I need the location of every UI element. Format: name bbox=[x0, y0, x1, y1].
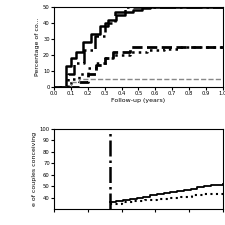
Y-axis label: e of couples conceiving: e of couples conceiving bbox=[32, 132, 37, 206]
Y-axis label: Percentage of co...: Percentage of co... bbox=[35, 18, 40, 76]
X-axis label: Follow-up (years): Follow-up (years) bbox=[111, 98, 165, 103]
